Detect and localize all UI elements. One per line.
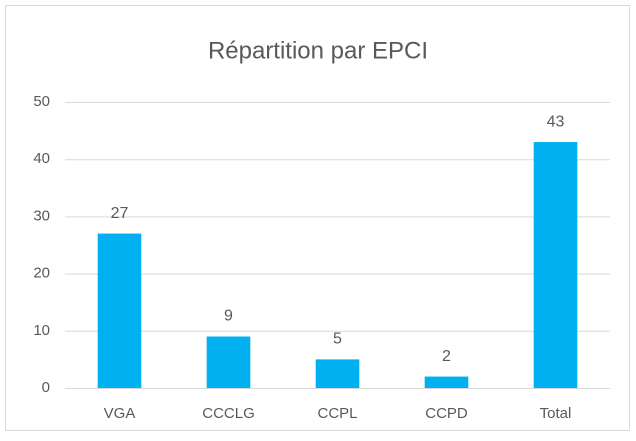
y-tick-label: 50 <box>33 93 50 110</box>
bar <box>206 336 251 388</box>
y-tick-label: 40 <box>33 150 50 167</box>
bar <box>533 142 578 388</box>
x-tick-label: Total <box>540 405 572 422</box>
bar <box>424 376 469 388</box>
x-tick-label: CCPL <box>317 405 357 422</box>
bar <box>97 233 142 388</box>
data-label: 9 <box>224 308 233 325</box>
data-label: 27 <box>111 205 129 222</box>
chart-title: Répartition par EPCI <box>208 37 428 64</box>
y-tick-label: 10 <box>33 322 50 339</box>
x-tick-label: CCPD <box>425 405 468 422</box>
bar <box>315 359 360 388</box>
data-label: 43 <box>547 113 565 130</box>
y-tick-label: 0 <box>42 379 50 396</box>
x-tick-label: VGA <box>104 405 136 422</box>
data-label: 2 <box>442 348 451 365</box>
y-tick-label: 30 <box>33 207 50 224</box>
x-tick-label: CCCLG <box>202 405 255 422</box>
y-tick-label: 20 <box>33 265 50 282</box>
data-label: 5 <box>333 331 342 348</box>
